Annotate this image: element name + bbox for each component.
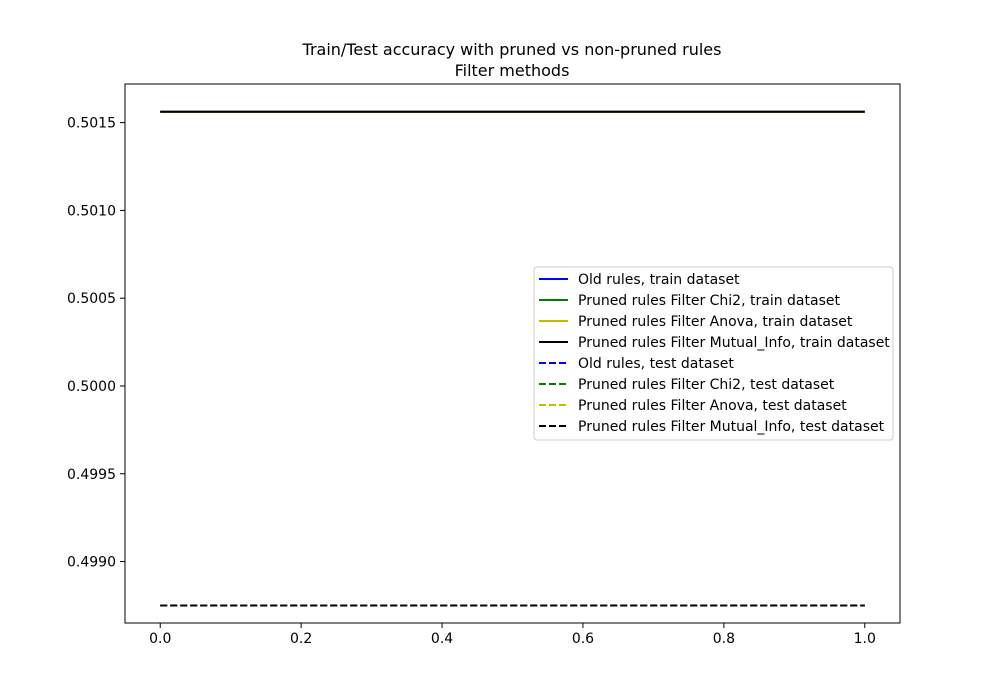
x-tick-label: 0.0 — [149, 631, 171, 647]
x-tick-label: 0.4 — [431, 631, 453, 647]
legend-label: Pruned rules Filter Mutual_Info, train d… — [578, 335, 890, 351]
legend-label: Pruned rules Filter Anova, train dataset — [578, 314, 853, 330]
y-axis: 0.4990 0.4995 0.5000 0.5005 0.5010 0.5015 — [67, 116, 125, 571]
legend-label: Pruned rules Filter Anova, test dataset — [578, 398, 847, 414]
y-tick-label: 0.4995 — [67, 467, 116, 483]
x-tick-label: 0.2 — [290, 631, 312, 647]
legend: Old rules, train dataset Pruned rules Fil… — [533, 266, 894, 441]
legend-label: Pruned rules Filter Chi2, train dataset — [578, 293, 840, 309]
x-axis: 0.0 0.2 0.4 0.6 0.8 1.0 — [149, 623, 876, 647]
chart-title: Train/Test accuracy with pruned vs non-p… — [302, 40, 722, 59]
x-tick-label: 1.0 — [854, 631, 876, 647]
x-tick-label: 0.6 — [572, 631, 594, 647]
plot-frame — [124, 83, 901, 624]
y-tick-label: 0.5005 — [67, 291, 116, 307]
legend-box — [533, 266, 894, 441]
y-tick-label: 0.5000 — [67, 379, 116, 395]
x-tick-label: 0.8 — [713, 631, 735, 647]
chart-subtitle: Filter methods — [455, 61, 570, 80]
legend-label: Old rules, train dataset — [578, 272, 740, 288]
legend-label: Old rules, test dataset — [578, 356, 734, 372]
y-tick-label: 0.4990 — [67, 555, 116, 571]
legend-label: Pruned rules Filter Mutual_Info, test da… — [578, 419, 885, 435]
legend-label: Pruned rules Filter Chi2, test dataset — [578, 377, 835, 393]
y-tick-label: 0.5010 — [67, 203, 116, 219]
y-tick-label: 0.5015 — [67, 116, 116, 132]
series-lines — [160, 110, 865, 607]
